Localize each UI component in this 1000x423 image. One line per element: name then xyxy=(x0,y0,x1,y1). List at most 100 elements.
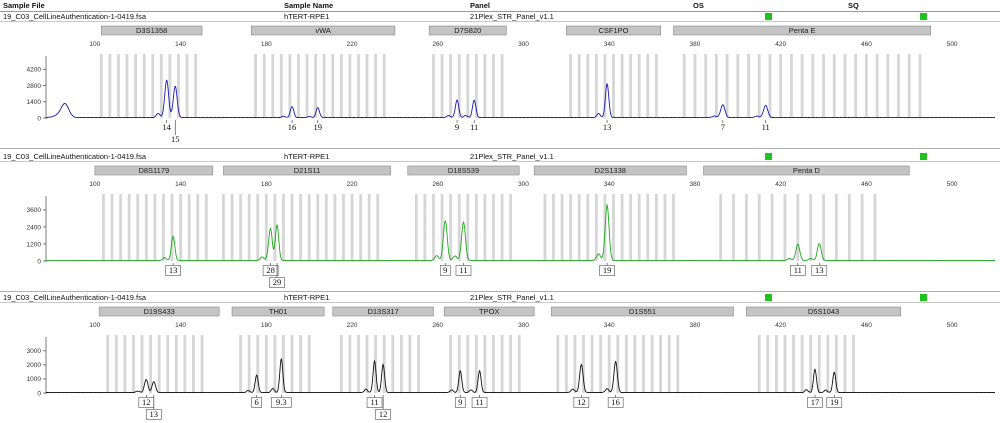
locus-marker-label: D8S1179 xyxy=(138,166,169,175)
allele-bin xyxy=(324,194,328,261)
allele-call-box xyxy=(271,397,292,408)
allele-bin xyxy=(616,335,620,393)
allele-bin xyxy=(290,194,294,261)
sample-name[interactable]: hTERT-RPE1 xyxy=(284,293,330,302)
sample-name-header: Sample Name xyxy=(284,1,334,10)
allele-bin xyxy=(132,335,135,393)
x-tick-label: 140 xyxy=(175,41,186,48)
panel-name[interactable]: 21Plex_STR_Panel_v1.1 xyxy=(470,152,554,161)
sample-file[interactable]: 19_C03_CellLineAuthentication-1-0419.fsa xyxy=(3,293,147,302)
electropherogram-chart: D8S1179 D21S11 D18S539 D2S1338 Penta D 100 140… xyxy=(27,165,996,288)
os-quality-flag xyxy=(765,13,772,20)
allele-bin xyxy=(854,54,858,118)
allele-bin xyxy=(607,335,611,393)
locus-marker-label: Penta D xyxy=(793,166,821,175)
x-tick-label: 220 xyxy=(347,181,358,188)
allele-bin xyxy=(744,194,748,261)
allele-bin xyxy=(399,335,403,393)
allele-bin xyxy=(290,335,294,393)
allele-bin xyxy=(307,194,311,261)
sample-file[interactable]: 19_C03_CellLineAuthentication-1-0419.fsa xyxy=(3,152,147,161)
panel-name[interactable]: 21Plex_STR_Panel_v1.1 xyxy=(470,293,554,302)
x-tick-label: 260 xyxy=(432,41,443,48)
sample-name[interactable]: hTERT-RPE1 xyxy=(284,12,330,21)
locus-marker-label: D5S1043 xyxy=(808,307,839,316)
allele-bin xyxy=(204,194,208,261)
allele-call-label: 9 xyxy=(443,265,447,275)
allele-bin xyxy=(127,194,131,261)
x-tick-label: 460 xyxy=(861,322,872,329)
allele-bin xyxy=(577,194,581,261)
allele-bin xyxy=(153,194,157,261)
allele-call-label: 11 xyxy=(470,122,478,132)
sample-file-header: Sample File xyxy=(3,1,45,10)
y-tick-label: 2000 xyxy=(27,362,42,369)
allele-bin xyxy=(843,54,847,118)
allele-bin xyxy=(732,194,735,261)
allele-bin xyxy=(168,54,172,118)
allele-call-box xyxy=(251,397,262,408)
x-tick-label: 380 xyxy=(690,322,701,329)
allele-bin xyxy=(279,54,283,118)
allele-call-label: 11 xyxy=(475,397,483,407)
sq-quality-flag xyxy=(920,153,927,160)
allele-bin xyxy=(509,335,513,393)
allele-bin xyxy=(102,194,105,261)
allele-bin xyxy=(492,54,495,118)
x-tick-label: 180 xyxy=(261,322,272,329)
allele-call-label: 14 xyxy=(162,122,171,132)
allele-bin xyxy=(642,335,645,393)
allele-bin xyxy=(391,335,395,393)
panel-name[interactable]: 21Plex_STR_Panel_v1.1 xyxy=(470,12,554,21)
x-tick-label: 340 xyxy=(604,41,615,48)
allele-bin xyxy=(239,194,242,261)
x-tick-label: 420 xyxy=(775,41,786,48)
allele-call-label: 13 xyxy=(169,265,178,275)
allele-bin xyxy=(792,335,795,393)
allele-bin xyxy=(783,194,787,261)
allele-bin xyxy=(757,54,761,118)
allele-bin xyxy=(492,194,495,261)
allele-bin xyxy=(637,194,641,261)
locus-marker-bar xyxy=(746,306,902,317)
sample-name[interactable]: hTERT-RPE1 xyxy=(284,152,330,161)
x-tick-label: 420 xyxy=(775,322,786,329)
allele-bin xyxy=(612,54,615,118)
allele-bin xyxy=(736,54,740,118)
locus-marker-bar xyxy=(100,25,203,36)
allele-bin xyxy=(466,335,470,393)
allele-bin xyxy=(483,54,487,118)
allele-bin xyxy=(474,54,478,118)
allele-bin xyxy=(440,54,444,118)
allele-bin xyxy=(264,194,268,261)
os-header: OS xyxy=(693,1,704,10)
allele-bin xyxy=(693,54,697,118)
allele-call-label: 13 xyxy=(150,409,159,419)
allele-bin xyxy=(719,194,723,261)
allele-bin xyxy=(633,335,637,393)
allele-bin xyxy=(556,335,560,393)
allele-bin xyxy=(577,54,581,118)
y-tick-label: 0 xyxy=(37,115,41,122)
allele-call-box xyxy=(573,397,590,408)
allele-bin xyxy=(417,335,420,393)
sample-file[interactable]: 19_C03_CellLineAuthentication-1-0419.fsa xyxy=(3,12,147,21)
locus-marker-bar xyxy=(332,306,434,317)
allele-bin xyxy=(239,335,242,393)
allele-bin xyxy=(624,335,628,393)
allele-bin xyxy=(183,335,187,393)
allele-bin xyxy=(809,194,813,261)
allele-bin xyxy=(483,335,487,393)
allele-bin xyxy=(783,335,787,393)
allele-bin xyxy=(177,54,180,118)
allele-bin xyxy=(457,335,461,393)
electropherogram-panel: 19_C03_CellLineAuthentication-1-0419.fsa… xyxy=(0,151,1000,292)
panel-header: Panel xyxy=(470,1,491,10)
allele-bin xyxy=(316,194,320,261)
x-tick-label: 260 xyxy=(432,181,443,188)
allele-call-box xyxy=(375,409,391,420)
x-tick-label: 180 xyxy=(261,41,272,48)
x-tick-label: 420 xyxy=(775,181,786,188)
locus-marker-label: TPOX xyxy=(479,307,499,316)
allele-bin xyxy=(582,335,585,393)
